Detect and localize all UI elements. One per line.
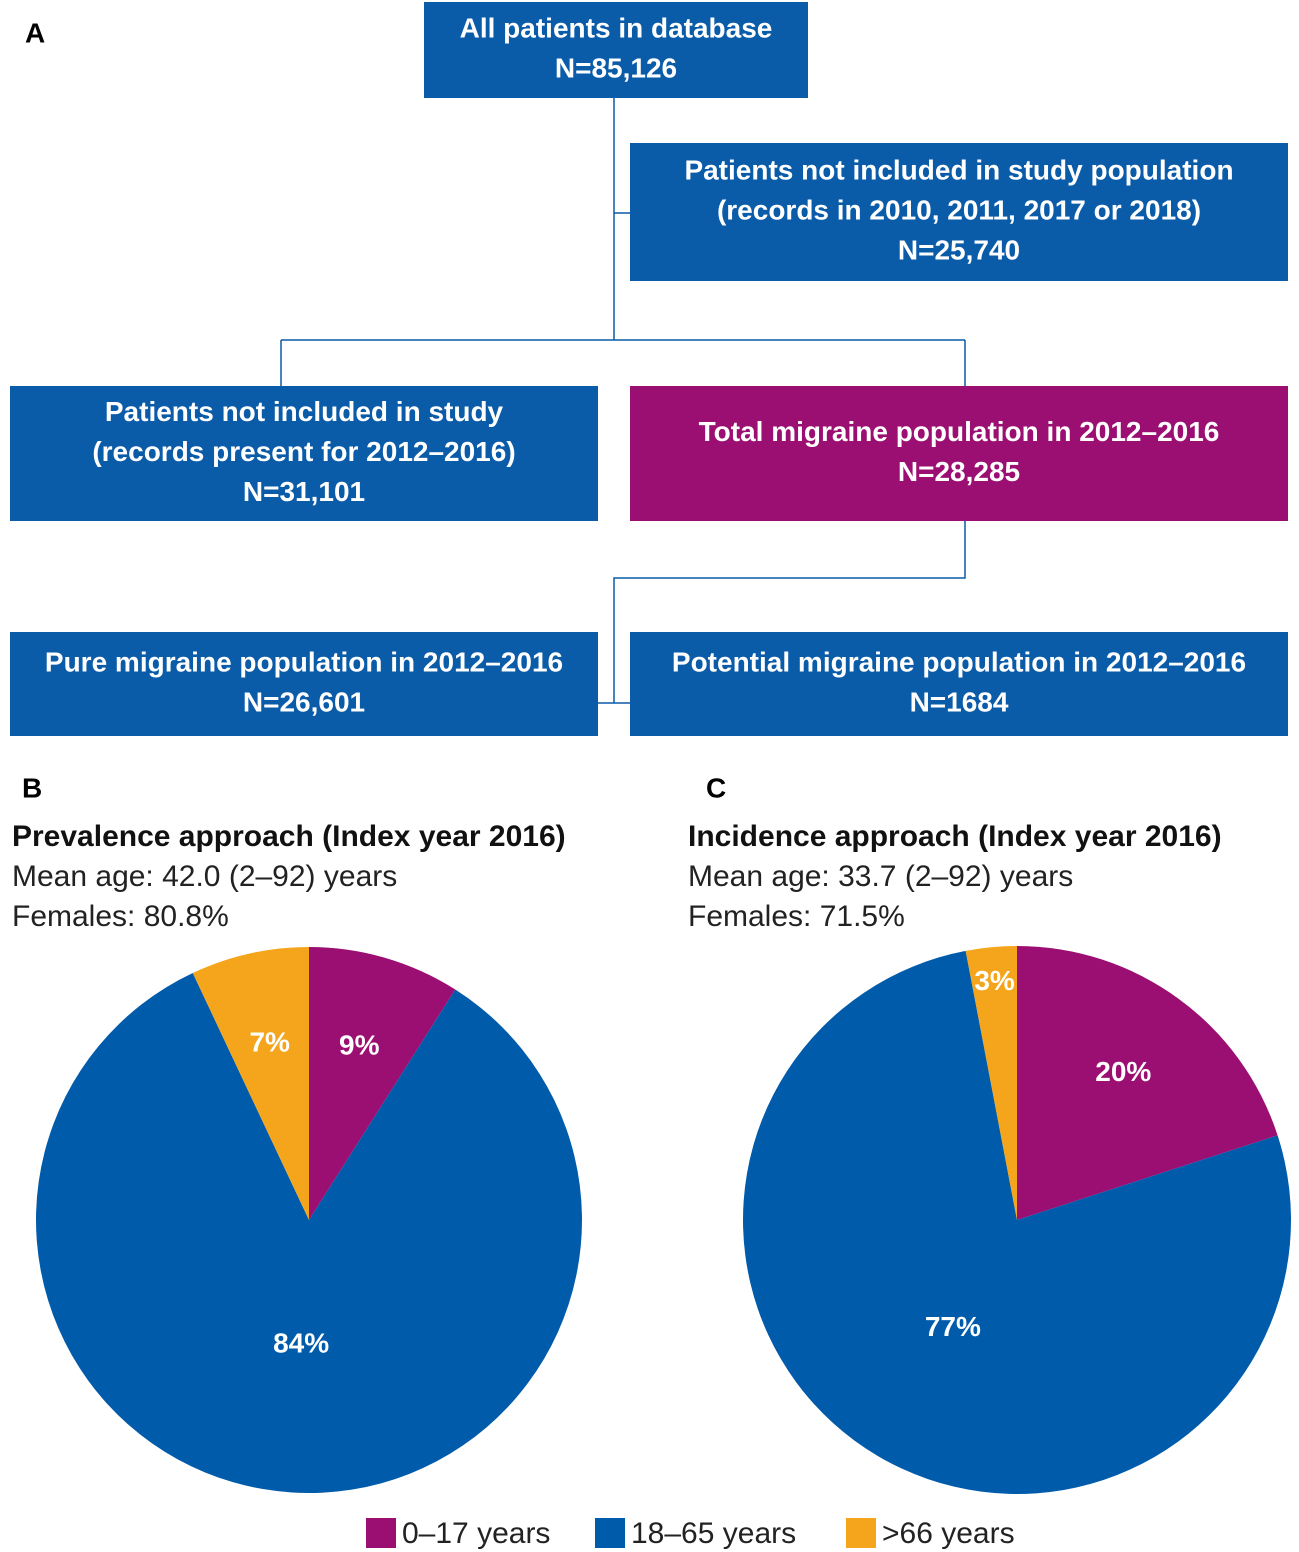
flow-box [10, 386, 598, 521]
flow-box-text: N=25,740 [898, 234, 1020, 265]
flow-box-text: N=1684 [910, 686, 1009, 717]
flow-box-text: N=28,285 [898, 456, 1020, 487]
flow-box [630, 632, 1288, 736]
connectors [280, 98, 966, 704]
flow-box [630, 386, 1288, 521]
flow-box [630, 143, 1288, 281]
slice-label: 84% [273, 1328, 329, 1359]
flow-box [424, 2, 808, 98]
legend-label: 18–65 years [631, 1517, 796, 1550]
flow-box-text: N=31,101 [243, 476, 365, 507]
flow-box-text: All patients in database [460, 12, 773, 43]
flow-box-text: N=85,126 [555, 52, 677, 83]
slice-label: 77% [925, 1311, 981, 1342]
legend-swatch [846, 1518, 876, 1548]
legend-label: 0–17 years [402, 1517, 550, 1550]
panel-label: C [706, 772, 726, 803]
slice-label: 7% [249, 1027, 290, 1058]
slice-label: 9% [339, 1029, 380, 1060]
pie-slice [1017, 946, 1278, 1220]
panel-label: A [25, 17, 45, 48]
flow-box-text: Patients not included in study populatio… [684, 154, 1233, 185]
flow-box-text: (records present for 2012–2016) [92, 436, 515, 467]
flow-box-text: Pure migraine population in 2012–2016 [45, 646, 563, 677]
chart-subtitle: Mean age: 42.0 (2–92) years [12, 860, 397, 893]
chart-subtitle: Females: 71.5% [688, 900, 905, 933]
pie-slice [965, 946, 1017, 1220]
legend-label: >66 years [882, 1517, 1015, 1550]
flow-box [10, 632, 598, 736]
flow-box-text: (records in 2010, 2011, 2017 or 2018) [717, 194, 1201, 225]
chart-title: Incidence approach (Index year 2016) [688, 820, 1222, 853]
chart-subtitle: Females: 80.8% [12, 900, 229, 933]
flow-box-text: N=26,601 [243, 686, 365, 717]
pie-slice [36, 972, 583, 1493]
legend-swatch [366, 1518, 396, 1548]
slice-label: 3% [974, 965, 1015, 996]
legend-swatch [595, 1518, 625, 1548]
chart-title: Prevalence approach (Index year 2016) [12, 820, 566, 853]
pie-slice [743, 950, 1292, 1494]
flow-box-text: Total migraine population in 2012–2016 [699, 416, 1220, 447]
pie-slice [192, 947, 309, 1220]
panel-label: B [22, 772, 42, 803]
pie-slice [309, 947, 456, 1220]
chart-subtitle: Mean age: 33.7 (2–92) years [688, 860, 1073, 893]
flow-box-text: Patients not included in study [105, 396, 504, 427]
flow-box-text: Potential migraine population in 2012–20… [672, 646, 1246, 677]
slice-label: 20% [1095, 1056, 1151, 1087]
connector-lines [280, 98, 966, 704]
